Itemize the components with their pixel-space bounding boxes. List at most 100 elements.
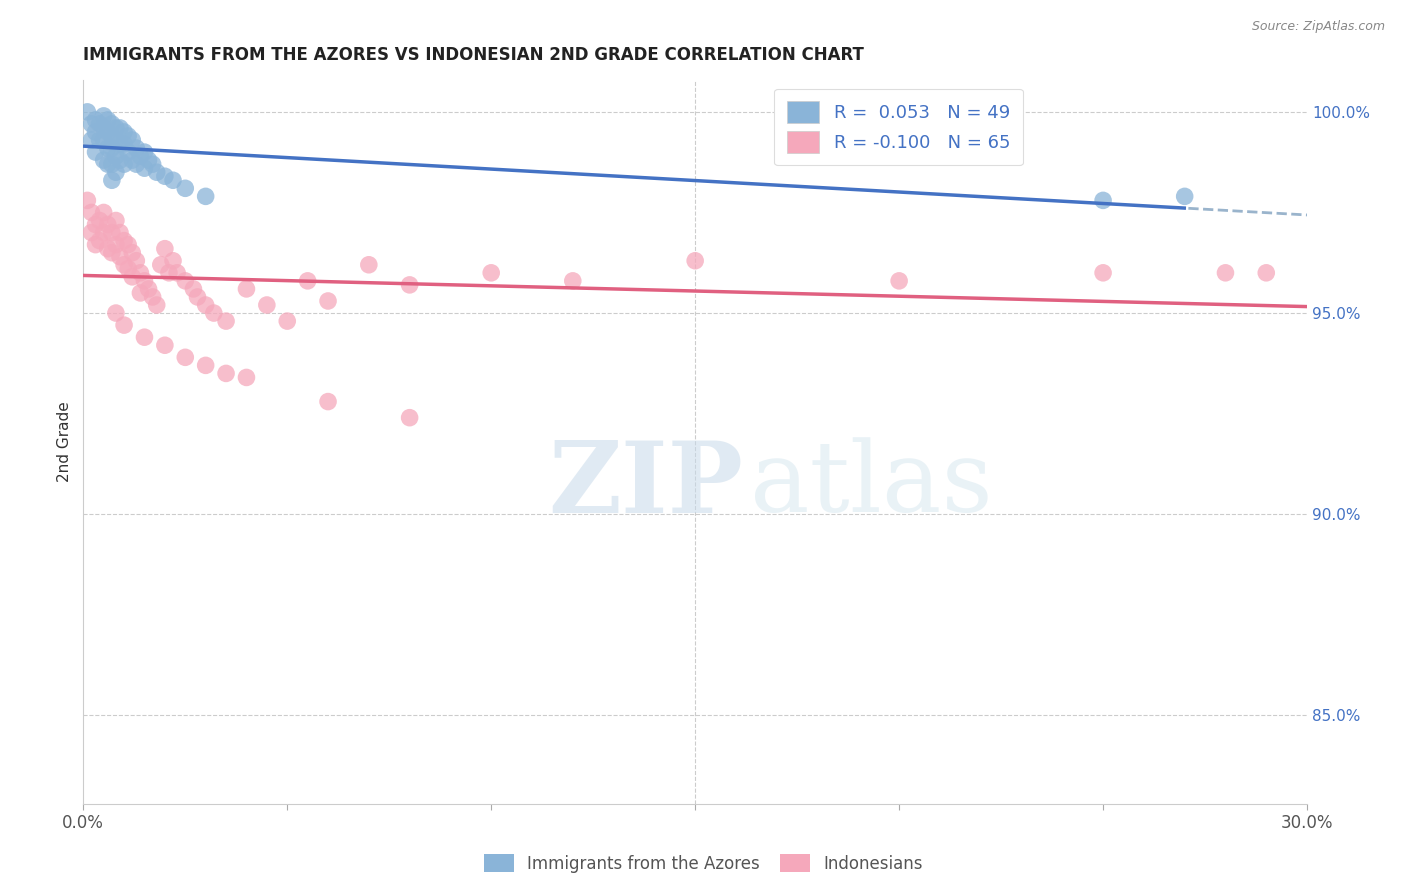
Point xyxy=(134,274,156,288)
Point xyxy=(194,298,217,312)
Point xyxy=(108,136,131,151)
Point xyxy=(101,141,124,155)
Text: ZIP: ZIP xyxy=(548,437,744,533)
Point xyxy=(129,285,152,300)
Point xyxy=(174,181,197,195)
Point xyxy=(297,274,319,288)
Point xyxy=(186,290,208,304)
Point xyxy=(142,157,165,171)
Point xyxy=(316,293,339,308)
Point xyxy=(134,145,156,160)
Point xyxy=(1174,189,1197,203)
Point xyxy=(683,253,706,268)
Point xyxy=(194,189,217,203)
Point xyxy=(108,250,131,264)
Point xyxy=(104,120,127,135)
Point xyxy=(112,136,135,151)
Point xyxy=(101,245,124,260)
Point xyxy=(93,109,115,123)
Point xyxy=(194,359,217,373)
Point xyxy=(112,234,135,248)
Point xyxy=(162,173,184,187)
Point xyxy=(112,258,135,272)
Point xyxy=(117,128,139,143)
Point xyxy=(97,157,120,171)
Point xyxy=(80,117,103,131)
Point xyxy=(93,120,115,135)
Point xyxy=(93,205,115,219)
Point xyxy=(97,125,120,139)
Point xyxy=(97,141,120,155)
Point xyxy=(84,125,107,139)
Point xyxy=(84,218,107,232)
Point xyxy=(93,133,115,147)
Point xyxy=(145,165,167,179)
Point xyxy=(80,205,103,219)
Point xyxy=(101,173,124,187)
Point xyxy=(174,274,197,288)
Point xyxy=(202,306,225,320)
Point xyxy=(121,245,143,260)
Point xyxy=(276,314,298,328)
Point xyxy=(1092,194,1115,208)
Point xyxy=(97,218,120,232)
Point xyxy=(121,269,143,284)
Point xyxy=(117,145,139,160)
Point xyxy=(134,330,156,344)
Point xyxy=(76,104,98,119)
Point xyxy=(138,282,160,296)
Point xyxy=(1256,266,1278,280)
Point xyxy=(121,153,143,168)
Point xyxy=(101,128,124,143)
Point xyxy=(104,165,127,179)
Point xyxy=(112,318,135,332)
Text: Source: ZipAtlas.com: Source: ZipAtlas.com xyxy=(1251,20,1385,33)
Point xyxy=(398,410,420,425)
Point xyxy=(89,133,111,147)
Point xyxy=(104,133,127,147)
Point xyxy=(235,370,257,384)
Point xyxy=(101,117,124,131)
Point xyxy=(80,226,103,240)
Point xyxy=(80,133,103,147)
Point xyxy=(316,394,339,409)
Text: atlas: atlas xyxy=(751,437,993,533)
Point xyxy=(183,282,205,296)
Point xyxy=(93,226,115,240)
Point xyxy=(157,266,180,280)
Point xyxy=(153,242,176,256)
Point xyxy=(112,157,135,171)
Point xyxy=(125,157,148,171)
Point xyxy=(97,112,120,127)
Point xyxy=(108,120,131,135)
Point xyxy=(97,242,120,256)
Point xyxy=(149,258,172,272)
Point xyxy=(84,145,107,160)
Point xyxy=(93,153,115,168)
Point xyxy=(162,253,184,268)
Point xyxy=(235,282,257,296)
Point xyxy=(89,234,111,248)
Point xyxy=(134,161,156,176)
Point xyxy=(142,290,165,304)
Point xyxy=(129,266,152,280)
Point xyxy=(215,314,238,328)
Point xyxy=(84,112,107,127)
Point xyxy=(166,266,188,280)
Point xyxy=(76,194,98,208)
Point xyxy=(153,169,176,184)
Point xyxy=(101,226,124,240)
Point xyxy=(104,306,127,320)
Point xyxy=(398,277,420,292)
Point xyxy=(84,237,107,252)
Point xyxy=(104,149,127,163)
Point xyxy=(145,298,167,312)
Legend: Immigrants from the Azores, Indonesians: Immigrants from the Azores, Indonesians xyxy=(477,847,929,880)
Point xyxy=(357,258,380,272)
Point xyxy=(117,237,139,252)
Point xyxy=(89,117,111,131)
Point xyxy=(112,125,135,139)
Point xyxy=(1215,266,1237,280)
Point xyxy=(108,153,131,168)
Point xyxy=(89,213,111,227)
